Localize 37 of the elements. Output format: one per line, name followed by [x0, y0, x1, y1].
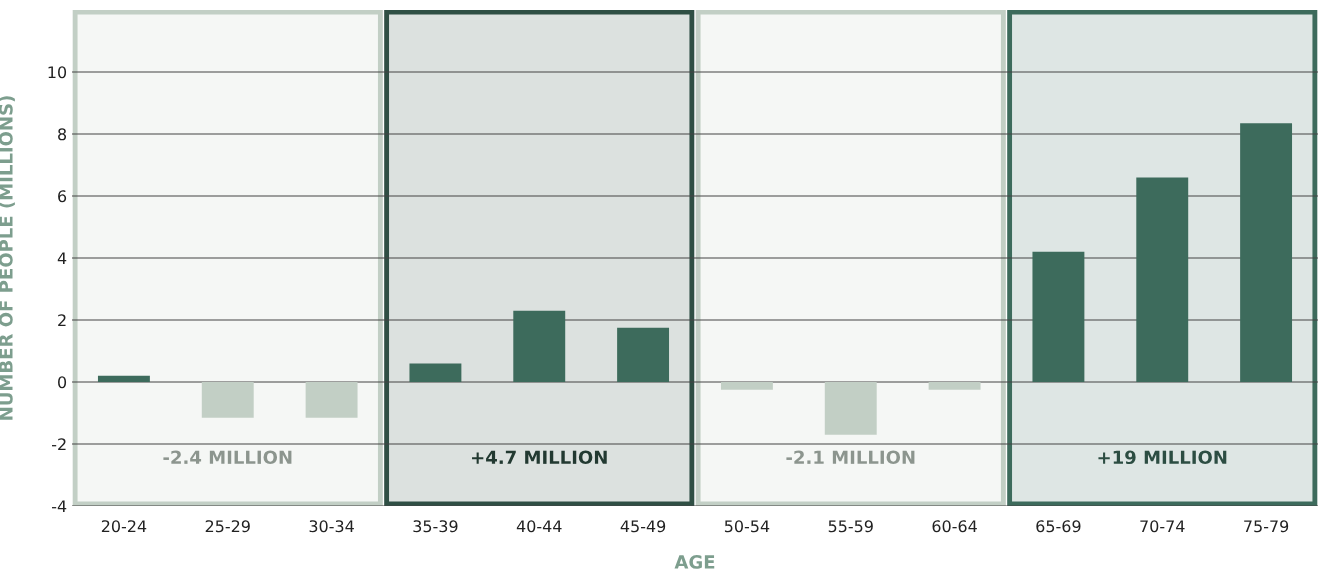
band-label: -2.4 MILLION [163, 450, 292, 465]
x-tick-label: 20-24 [101, 520, 147, 533]
y-tick-label: 8 [58, 128, 67, 141]
bar [720, 382, 773, 390]
band-label: -2.1 MILLION [786, 450, 915, 465]
x-tick-label: 65-69 [1036, 520, 1081, 533]
bar [1032, 251, 1085, 382]
x-axis-title: AGE [674, 555, 715, 569]
bar [513, 310, 566, 382]
band-label: +4.7 MILLION [472, 450, 607, 465]
x-tick-label: 40-44 [516, 520, 562, 533]
bar [97, 375, 150, 382]
band-label: +19 MILLION [1098, 450, 1227, 465]
x-tick-label: 70-74 [1140, 520, 1185, 533]
bar [928, 382, 981, 390]
bar [1240, 123, 1293, 382]
x-tick-label: 30-34 [309, 520, 354, 533]
bar [824, 382, 877, 435]
bar [1136, 177, 1189, 382]
y-tick-label: 10 [48, 66, 67, 79]
y-tick-label: 2 [58, 314, 66, 327]
y-tick-label: -2 [52, 438, 66, 451]
y-tick-label: 6 [58, 190, 67, 203]
x-tick-label: 60-64 [932, 520, 977, 533]
x-tick-label: 55-59 [828, 520, 873, 533]
x-tick-label: 50-54 [724, 520, 770, 533]
x-tick-label: 35-39 [413, 520, 458, 533]
bar [201, 382, 254, 418]
bar [409, 363, 462, 382]
y-tick-label: -4 [52, 500, 67, 513]
bar [617, 327, 670, 382]
y-tick-label: 0 [58, 376, 67, 389]
x-tick-label: 75-79 [1244, 520, 1289, 533]
bar [305, 382, 358, 418]
x-tick-label: 45-49 [620, 520, 666, 533]
x-tick-label: 25-29 [205, 520, 250, 533]
y-tick-label: 4 [57, 252, 67, 265]
